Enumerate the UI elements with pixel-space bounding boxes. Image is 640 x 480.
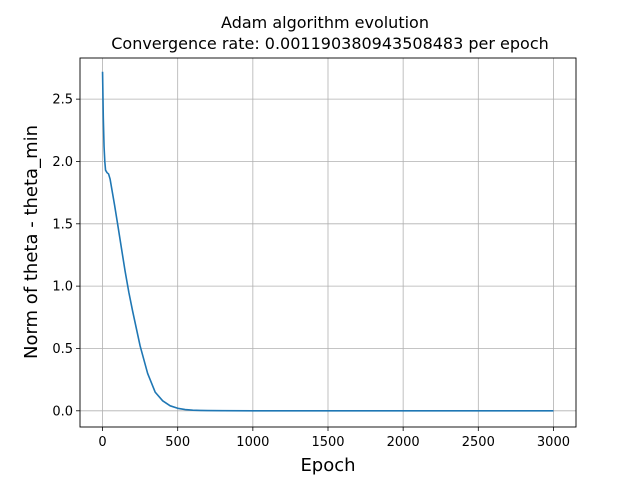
x-tick-label: 2000 <box>387 435 420 450</box>
chart-title-line-1: Adam algorithm evolution <box>221 13 429 32</box>
x-tick-label: 1500 <box>311 435 344 450</box>
y-tick-label: 1.5 <box>52 217 73 232</box>
chart-title-line-2: Convergence rate: 0.001190380943508483 p… <box>111 34 549 53</box>
series-group <box>101 71 554 412</box>
x-tick-label: 0 <box>98 435 106 450</box>
y-tick-label: 0.0 <box>52 404 73 419</box>
x-tick-label: 3000 <box>537 435 570 450</box>
x-tick-label: 2500 <box>462 435 495 450</box>
ticks-group: 0 500 1000 1500 2000 2500 3000 0.0 0.5 1.0 1.5 2.0 2… <box>52 93 570 450</box>
x-tick-label: 500 <box>165 435 190 450</box>
y-tick-label: 2.0 <box>52 155 73 170</box>
x-tick-label: 1000 <box>236 435 269 450</box>
grid <box>80 58 576 427</box>
y-tick-label: 2.5 <box>52 93 73 108</box>
y-tick-label: 1.0 <box>52 280 73 295</box>
y-axis-label: Norm of theta - theta_min <box>21 125 42 359</box>
y-tick-label: 0.5 <box>52 342 73 357</box>
x-axis-label: Epoch <box>300 455 355 476</box>
series-line <box>101 71 554 412</box>
